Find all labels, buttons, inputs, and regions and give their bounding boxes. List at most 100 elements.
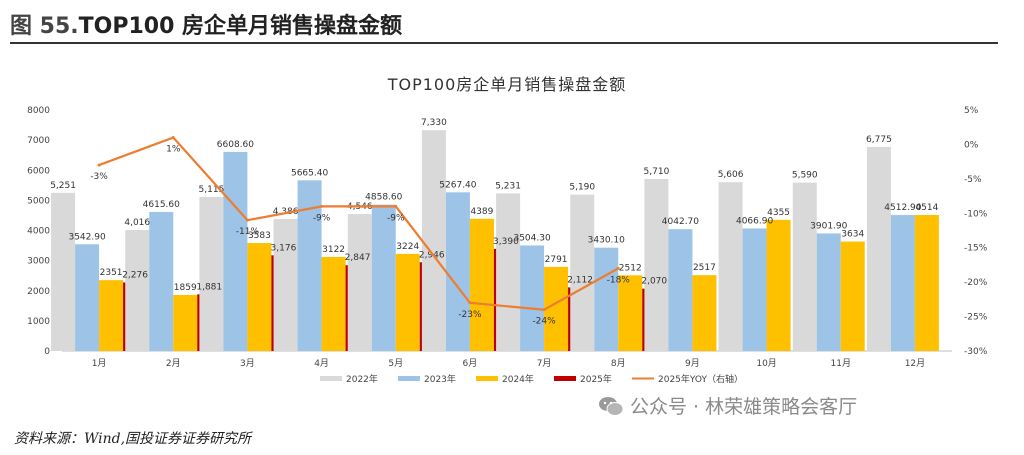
yoy-point [320, 204, 324, 208]
y-tick-label: 8000 [27, 106, 50, 116]
y-tick-label: 5000 [27, 196, 50, 206]
bar-label: 5,251 [50, 181, 76, 191]
y2-tick-label: -30% [964, 347, 988, 357]
chart-title: TOP100房企单月销售操盘金额 [387, 75, 627, 94]
x-tick-label: 3月 [240, 358, 255, 369]
bar-2023年 [816, 233, 841, 351]
bar-label: 4858.60 [365, 193, 402, 203]
bar-label: 2351 [100, 268, 123, 278]
yoy-label: 1% [166, 145, 181, 155]
legend-label: 2025年YOY（右轴） [658, 373, 743, 385]
yoy-label: -9% [313, 213, 331, 223]
legend-label: 2024年 [502, 373, 534, 385]
y-tick-label: 0 [44, 347, 50, 357]
bar-label: 2,847 [345, 253, 371, 263]
legend-swatch-2023年 [398, 376, 420, 381]
legend-swatch-2022年 [320, 376, 342, 381]
bar-label: 4,386 [273, 207, 299, 217]
bar-2023年 [520, 245, 545, 351]
bar-2022年 [866, 146, 891, 351]
watermark-text: 公众号 · 林荣雄策略会客厅 [630, 396, 858, 418]
yoy-point [245, 218, 249, 222]
bar-label: 3583 [248, 231, 271, 241]
bar-2022年 [199, 196, 224, 351]
bar-label: 4066.90 [736, 216, 773, 226]
bar-label: 4512.90 [884, 203, 921, 213]
bar-2023年 [149, 211, 174, 351]
x-tick-label: 8月 [611, 358, 626, 369]
y2-tick-label: -10% [964, 209, 988, 219]
bar-label: 5,590 [792, 171, 818, 181]
bar-label: 4,016 [124, 218, 150, 228]
bar-label: 4042.70 [662, 217, 699, 227]
yoy-label: -3% [90, 172, 108, 182]
bar-label: 3542.90 [68, 232, 105, 242]
bar-2023年 [445, 192, 470, 351]
y2-tick-label: -25% [964, 313, 988, 323]
bar-label: 1859 [174, 283, 197, 293]
bar-label: 4615.60 [143, 200, 180, 210]
x-tick-label: 7月 [537, 358, 552, 369]
y2-tick-label: 5% [964, 106, 979, 116]
x-tick-label: 10月 [756, 358, 776, 369]
yoy-label: -23% [458, 310, 482, 320]
y-tick-label: 6000 [27, 166, 50, 176]
y2-tick-label: -15% [964, 244, 988, 254]
bar-label: 5,710 [644, 167, 670, 177]
bar-label: 2512 [619, 263, 642, 273]
bar-2023年 [371, 204, 396, 351]
bar-label: 5,190 [569, 183, 595, 193]
legend-label: 2023年 [424, 373, 456, 385]
bar-2024年 [766, 219, 791, 351]
bar-2022年 [644, 178, 669, 351]
bar-label: 3224 [396, 242, 419, 252]
x-tick-label: 5月 [388, 358, 403, 369]
x-tick-label: 9月 [685, 358, 700, 369]
bar-2022年 [273, 218, 298, 351]
y-tick-label: 2000 [27, 287, 50, 297]
yoy-point [468, 301, 472, 305]
y2-tick-label: -20% [964, 278, 988, 288]
legend-swatch-2025年 [554, 376, 576, 381]
yoy-point [394, 204, 398, 208]
bar-2024年 [173, 294, 198, 351]
bar-2024年 [618, 275, 643, 351]
bar-2024年 [321, 256, 346, 351]
bar-2024年 [469, 218, 494, 351]
bar-2022年 [570, 194, 595, 351]
bar-2023年 [223, 151, 248, 351]
x-tick-label: 1月 [92, 358, 107, 369]
bar-2024年 [247, 243, 272, 351]
wechat-icon [599, 396, 624, 416]
bar-label: 6,775 [866, 135, 892, 145]
bar-label: 2,070 [641, 277, 667, 287]
bar-label: 3634 [841, 230, 864, 240]
bar-2023年 [742, 228, 767, 351]
chart-area: TOP100房企单月销售操盘金额 0 1000 2000 3000 4000 5000 600… [20, 62, 998, 402]
bar-2024年 [840, 241, 865, 351]
figure-heading: TOP100 房企单月销售操盘金额 [78, 14, 403, 39]
bar-2023年 [75, 244, 100, 351]
bar-label: 5,606 [718, 170, 744, 180]
figure-label: 图 55. [10, 14, 79, 39]
bar-label: 6608.60 [217, 140, 254, 150]
bar-label: 4514 [915, 203, 938, 213]
yoy-label: -9% [387, 213, 405, 223]
figure-title: 图 55.TOP100 房企单月销售操盘金额 [10, 8, 402, 40]
bar-2024年 [99, 280, 124, 351]
x-tick-label: 2月 [166, 358, 181, 369]
bar-label: 5267.40 [439, 180, 476, 190]
watermark: 公众号 · 林荣雄策略会客厅 [598, 392, 857, 419]
yoy-label: -24% [532, 317, 556, 327]
bar-2023年 [297, 180, 322, 351]
bar-2022年 [125, 230, 150, 351]
bar-label: 3901.90 [810, 221, 847, 231]
bar-label: 3504.30 [513, 233, 550, 243]
bar-label: 2,276 [122, 270, 148, 280]
bar-label: 3122 [322, 245, 345, 255]
yoy-point [542, 308, 546, 312]
bar-2023年 [594, 247, 619, 351]
bar-label: 5665.40 [291, 168, 328, 178]
x-tick-label: 4月 [314, 358, 329, 369]
bar-2023年 [890, 215, 915, 351]
